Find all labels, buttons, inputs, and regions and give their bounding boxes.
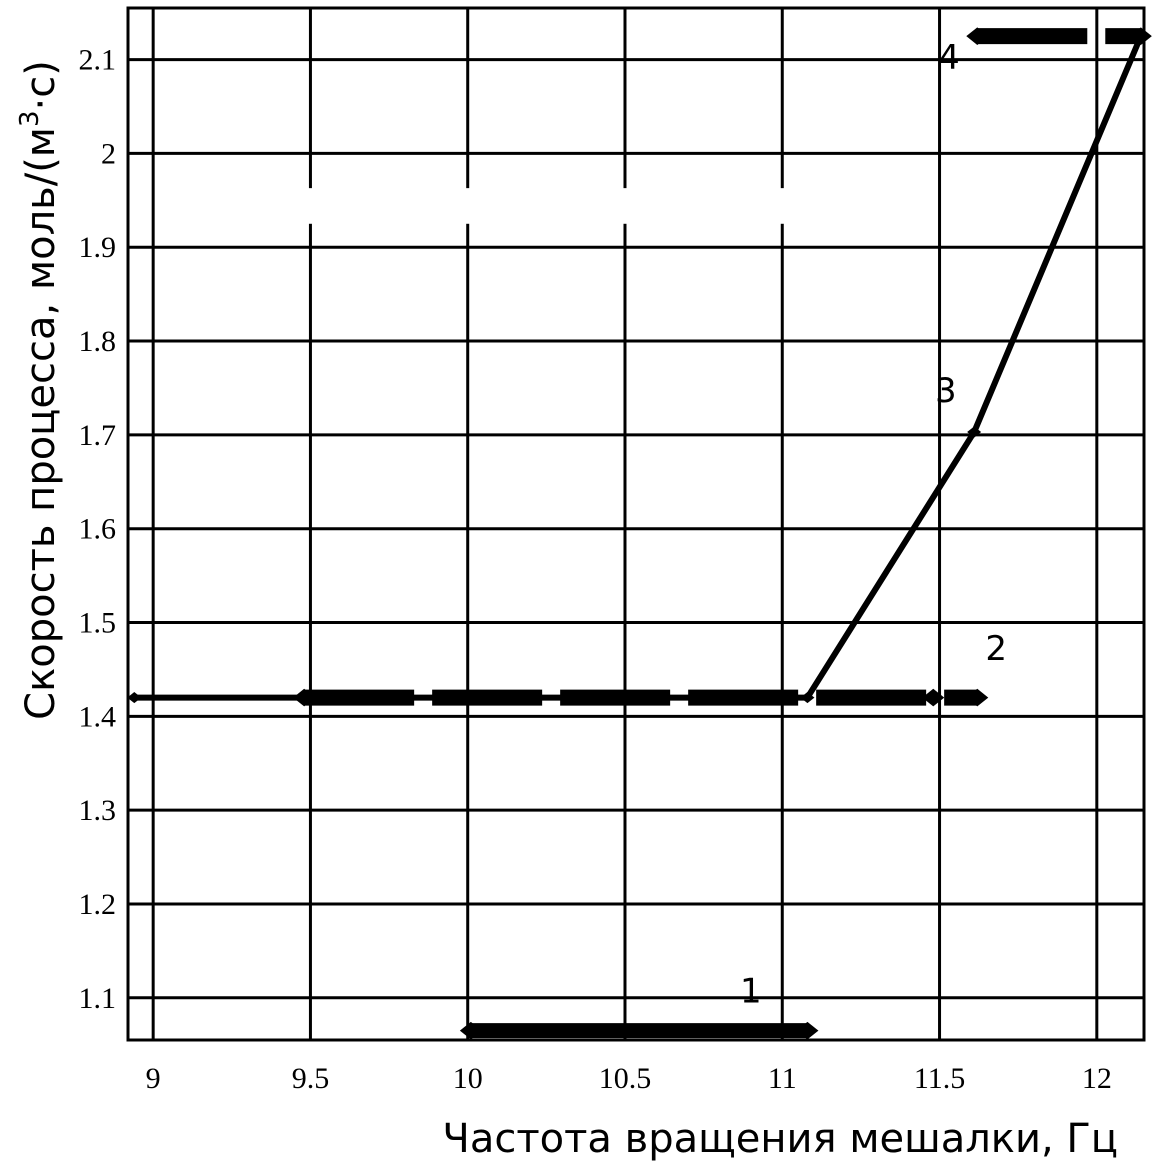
series-4-point <box>966 27 989 45</box>
curve-label: 1 <box>740 971 762 1011</box>
y-tick-label: 1.9 <box>79 231 117 264</box>
x-tick-label: 12 <box>1082 1062 1112 1095</box>
grid-gap <box>779 188 786 224</box>
x-tick-label: 11 <box>768 1062 797 1095</box>
grid-gaps <box>307 188 786 224</box>
annotations: 1 2 3 4 <box>740 38 1007 1011</box>
curve-label: 2 <box>985 629 1007 669</box>
y-tick-label: 1.4 <box>79 700 117 733</box>
x-tick-label: 10 <box>453 1062 483 1095</box>
series-3-point <box>127 691 142 704</box>
y-tick-label: 1.8 <box>79 325 117 358</box>
y-tick-label: 1.7 <box>79 419 117 452</box>
x-tick-label: 9.5 <box>292 1062 330 1095</box>
x-axis-label: Частота вращения мешалки, Гц <box>442 1116 1118 1162</box>
y-axis-label-main: Скорость процесса, моль/(м <box>18 127 64 720</box>
y-tick-label: 1.2 <box>79 888 117 921</box>
series-2-point <box>966 688 989 707</box>
grid <box>128 8 1144 1040</box>
grid-gap <box>464 188 471 224</box>
series-1-point <box>796 1021 819 1040</box>
series-3-point <box>967 426 982 438</box>
series-1-point <box>459 1021 482 1040</box>
plot-frame <box>126 6 1146 1042</box>
y-tick-label: 1.3 <box>79 794 117 827</box>
y-tick-label: 2 <box>101 137 116 170</box>
y-tick-label: 1.6 <box>79 513 117 546</box>
series-3-point <box>800 691 815 704</box>
curve-label: 4 <box>938 38 960 78</box>
y-tick-label: 1.1 <box>79 982 117 1015</box>
grid-gap <box>307 188 314 224</box>
y-tick-label: 1.5 <box>79 607 117 640</box>
y-axis-label-tail: ·с) <box>18 60 64 110</box>
x-tick-label: 9 <box>146 1062 161 1095</box>
y-tick-label: 2.1 <box>79 44 117 77</box>
x-tick-label: 11.5 <box>914 1062 965 1095</box>
series-2-point <box>922 688 945 707</box>
x-tick-label: 10.5 <box>599 1062 652 1095</box>
series-line-3 <box>134 34 1144 701</box>
curve-label: 3 <box>935 371 957 411</box>
tick-labels: 9 9.5 10 10.5 11 11.5 121.11.21.31.41.51.61.71… <box>79 44 1112 1095</box>
grid-gap <box>621 188 628 224</box>
y-axis-label: Скорость процесса, моль/(м3·с) <box>15 60 64 720</box>
y-axis-label-superscript: 3 <box>15 110 45 127</box>
series-group <box>127 27 1152 1040</box>
series-4-point <box>1129 27 1152 45</box>
